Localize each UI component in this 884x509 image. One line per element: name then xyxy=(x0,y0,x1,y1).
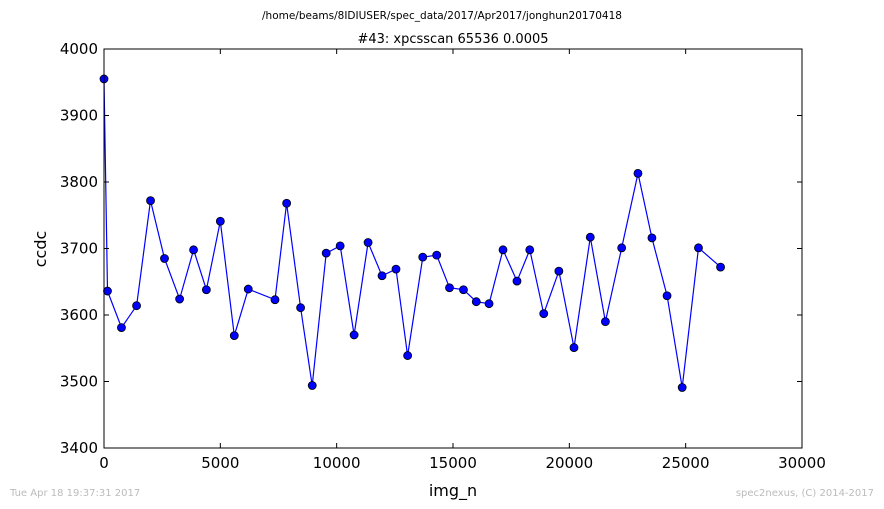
footer-timestamp: Tue Apr 18 19:37:31 2017 xyxy=(10,488,141,499)
data-point xyxy=(539,309,549,319)
data-point xyxy=(432,250,442,260)
data-point xyxy=(677,383,687,392)
data-point xyxy=(716,262,725,272)
data-point xyxy=(633,168,643,178)
y-axis-label: ccdc xyxy=(31,231,50,268)
data-point xyxy=(201,285,211,295)
data-point xyxy=(569,343,579,352)
data-point xyxy=(215,216,225,226)
plot-line-group xyxy=(103,78,721,388)
data-point xyxy=(160,254,169,263)
data-point xyxy=(189,245,198,255)
data-point xyxy=(349,330,359,340)
data-point xyxy=(403,351,413,360)
data-point xyxy=(418,252,428,262)
data-point xyxy=(175,294,185,304)
y-tick-label: 4000 xyxy=(60,40,98,58)
y-axis-ticks: 3400 3500 3600 3700 3800 3900 4000 xyxy=(60,40,802,457)
data-point xyxy=(617,243,627,253)
x-tick-label: 5000 xyxy=(201,454,239,472)
y-tick-label: 3600 xyxy=(60,306,98,324)
data-point xyxy=(498,245,508,255)
y-tick-label: 3500 xyxy=(60,373,98,391)
series-line xyxy=(103,78,721,388)
data-point xyxy=(377,271,387,281)
footer-credit: spec2nexus, (C) 2014-2017 xyxy=(735,488,874,499)
data-point xyxy=(694,243,703,253)
data-point xyxy=(146,196,155,206)
plot-frame xyxy=(103,48,803,449)
data-point xyxy=(484,299,494,309)
data-point xyxy=(445,283,454,293)
data-point xyxy=(585,232,595,242)
data-point xyxy=(103,286,112,296)
data-point xyxy=(600,317,610,327)
y-tick-label: 3800 xyxy=(60,173,98,191)
data-point xyxy=(132,301,141,311)
data-point xyxy=(117,323,126,333)
data-point xyxy=(282,198,292,208)
data-point xyxy=(512,276,522,286)
y-tick-label: 3900 xyxy=(60,107,98,125)
x-tick-label: 0 xyxy=(99,454,109,472)
data-point xyxy=(554,266,564,276)
x-axis-ticks: 0 5000 10000 15000 20000 25000 30000 xyxy=(99,49,826,472)
data-point xyxy=(243,284,253,294)
y-tick-label: 3400 xyxy=(60,439,98,457)
data-point xyxy=(307,381,317,390)
x-axis-label: img_n xyxy=(429,481,477,501)
x-tick-label: 20000 xyxy=(545,454,593,472)
data-point xyxy=(296,303,306,313)
chart-title: #43: xpcsscan 65536 0.0005 xyxy=(357,32,548,47)
x-tick-label: 25000 xyxy=(662,454,710,472)
x-tick-label: 10000 xyxy=(313,454,361,472)
data-point xyxy=(525,245,535,255)
data-point xyxy=(229,331,239,341)
x-tick-label: 15000 xyxy=(429,454,477,472)
data-point xyxy=(471,297,481,307)
data-point xyxy=(662,291,672,301)
data-point xyxy=(647,233,657,243)
x-tick-label: 30000 xyxy=(778,454,826,472)
data-point xyxy=(335,241,345,251)
chart-suptitle: /home/beams/8IDIUSER/spec_data/2017/Apr2… xyxy=(262,10,622,22)
data-point xyxy=(363,238,373,247)
data-point xyxy=(321,248,331,258)
data-point xyxy=(391,264,401,274)
data-point xyxy=(270,295,280,305)
plot-points-group xyxy=(99,74,725,392)
data-point xyxy=(459,285,468,295)
y-tick-label: 3700 xyxy=(60,240,98,258)
